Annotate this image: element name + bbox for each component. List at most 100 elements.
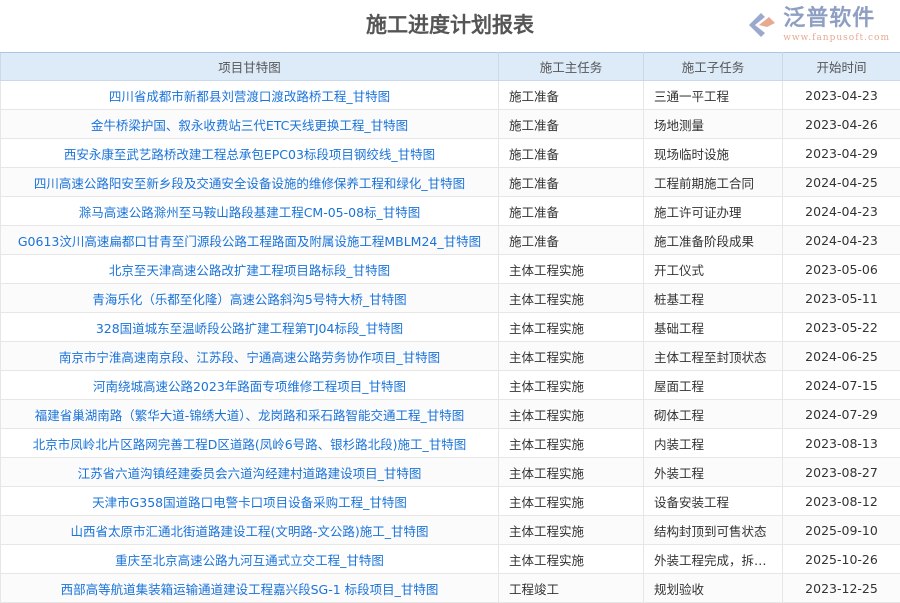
start-date: 2023-05-11: [783, 284, 900, 313]
sub-task: 基础工程: [644, 313, 783, 342]
main-task: 主体工程实施: [499, 545, 644, 574]
gantt-link[interactable]: 福建省巢湖南路（繁华大道-锦绣大道）、龙岗路和采石路智能交通工程_甘特图: [1, 400, 499, 429]
sub-task: 砌体工程: [644, 400, 783, 429]
main-task: 主体工程实施: [499, 371, 644, 400]
start-date: 2023-05-22: [783, 313, 900, 342]
main-task: 施工准备: [499, 110, 644, 139]
sub-task: 施工许可证办理: [644, 197, 783, 226]
start-date: 2023-12-25: [783, 574, 900, 603]
start-date: 2025-09-10: [783, 516, 900, 545]
start-date: 2023-05-06: [783, 255, 900, 284]
gantt-link[interactable]: G0613汶川高速扁都口甘青至门源段公路工程路面及附属设施工程MBLM24_甘特…: [1, 226, 499, 255]
start-date: 2023-04-23: [783, 81, 900, 110]
gantt-link[interactable]: 北京至天津高速公路改扩建工程项目路标段_甘特图: [1, 255, 499, 284]
table-row: 四川高速公路阳安至新乡段及交通安全设备设施的维修保养工程和绿化_甘特图施工准备工…: [1, 168, 900, 197]
main-task: 施工准备: [499, 139, 644, 168]
start-date: 2023-08-27: [783, 458, 900, 487]
main-task: 主体工程实施: [499, 516, 644, 545]
main-task: 施工准备: [499, 226, 644, 255]
gantt-link[interactable]: 河南绕城高速公路2023年路面专项维修工程项目_甘特图: [1, 371, 499, 400]
schedule-table: 项目甘特图 施工主任务 施工子任务 开始时间 四川省成都市新都县刘营渡口渡改路桥…: [0, 52, 900, 603]
start-date: 2023-04-29: [783, 139, 900, 168]
start-date: 2024-07-29: [783, 400, 900, 429]
gantt-link[interactable]: 重庆至北京高速公路九河互通式立交工程_甘特图: [1, 545, 499, 574]
sub-task: 现场临时设施: [644, 139, 783, 168]
table-row: 滁马高速公路滁州至马鞍山路段基建工程CM-05-08标_甘特图施工准备施工许可证…: [1, 197, 900, 226]
sub-task: 工程前期施工合同: [644, 168, 783, 197]
main-task: 施工准备: [499, 168, 644, 197]
table-header: 项目甘特图 施工主任务 施工子任务 开始时间: [1, 53, 900, 81]
column-header-start-date: 开始时间: [783, 53, 900, 81]
gantt-link[interactable]: 山西省太原市汇通北街道路建设工程(文明路-文公路)施工_甘特图: [1, 516, 499, 545]
sub-task: 场地测量: [644, 110, 783, 139]
start-date: 2024-04-25: [783, 168, 900, 197]
gantt-link[interactable]: 西安永康至武艺路桥改建工程总承包EPC03标段项目钢绞线_甘特图: [1, 139, 499, 168]
gantt-link[interactable]: 滁马高速公路滁州至马鞍山路段基建工程CM-05-08标_甘特图: [1, 197, 499, 226]
main-task: 主体工程实施: [499, 313, 644, 342]
start-date: 2024-07-15: [783, 371, 900, 400]
sub-task: 外装工程完成，拆…: [644, 545, 783, 574]
gantt-link[interactable]: 西部高等航道集装箱运输通道建设工程嘉兴段SG-1 标段项目_甘特图: [1, 574, 499, 603]
gantt-link[interactable]: 328国道城东至温峤段公路扩建工程第TJ04标段_甘特图: [1, 313, 499, 342]
main-task: 主体工程实施: [499, 429, 644, 458]
watermark-brand: 泛普软件: [783, 6, 890, 32]
sub-task: 屋面工程: [644, 371, 783, 400]
table-row: G0613汶川高速扁都口甘青至门源段公路工程路面及附属设施工程MBLM24_甘特…: [1, 226, 900, 255]
gantt-link[interactable]: 青海乐化（乐都至化隆）高速公路斜沟5号特大桥_甘特图: [1, 284, 499, 313]
start-date: 2024-04-23: [783, 197, 900, 226]
gantt-link[interactable]: 金牛桥梁护国、叙永收费站三代ETC天线更换工程_甘特图: [1, 110, 499, 139]
main-task: 工程竣工: [499, 574, 644, 603]
start-date: 2024-04-23: [783, 226, 900, 255]
table-row: 山西省太原市汇通北街道路建设工程(文明路-文公路)施工_甘特图主体工程实施结构封…: [1, 516, 900, 545]
sub-task: 规划验收: [644, 574, 783, 603]
sub-task: 主体工程至封顶状态: [644, 342, 783, 371]
main-task: 施工准备: [499, 197, 644, 226]
gantt-link[interactable]: 天津市G358国道路口电警卡口项目设备采购工程_甘特图: [1, 487, 499, 516]
table-row: 北京市凤岭北片区路网完善工程D区道路(凤岭6号路、银杉路北段)施工_甘特图主体工…: [1, 429, 900, 458]
column-header-main-task: 施工主任务: [499, 53, 644, 81]
sub-task: 桩基工程: [644, 284, 783, 313]
gantt-link[interactable]: 四川高速公路阳安至新乡段及交通安全设备设施的维修保养工程和绿化_甘特图: [1, 168, 499, 197]
sub-task: 内装工程: [644, 429, 783, 458]
table-row: 福建省巢湖南路（繁华大道-锦绣大道）、龙岗路和采石路智能交通工程_甘特图主体工程…: [1, 400, 900, 429]
main-task: 主体工程实施: [499, 400, 644, 429]
sub-task: 结构封顶到可售状态: [644, 516, 783, 545]
start-date: 2023-04-26: [783, 110, 900, 139]
sub-task: 施工准备阶段成果: [644, 226, 783, 255]
gantt-link[interactable]: 南京市宁淮高速南京段、江苏段、宁通高速公路劳务协作项目_甘特图: [1, 342, 499, 371]
table-row: 西安永康至武艺路桥改建工程总承包EPC03标段项目钢绞线_甘特图施工准备现场临时…: [1, 139, 900, 168]
start-date: 2023-08-12: [783, 487, 900, 516]
gantt-link[interactable]: 北京市凤岭北片区路网完善工程D区道路(凤岭6号路、银杉路北段)施工_甘特图: [1, 429, 499, 458]
table-row: 南京市宁淮高速南京段、江苏段、宁通高速公路劳务协作项目_甘特图主体工程实施主体工…: [1, 342, 900, 371]
sub-task: 设备安装工程: [644, 487, 783, 516]
main-task: 主体工程实施: [499, 342, 644, 371]
table-row: 重庆至北京高速公路九河互通式立交工程_甘特图主体工程实施外装工程完成，拆…202…: [1, 545, 900, 574]
brand-logo-icon: [745, 11, 779, 39]
watermark-url: www.fanpusoft.com: [783, 32, 890, 44]
column-header-sub-task: 施工子任务: [644, 53, 783, 81]
sub-task: 外装工程: [644, 458, 783, 487]
main-task: 主体工程实施: [499, 255, 644, 284]
gantt-link[interactable]: 江苏省六道沟镇经建委员会六道沟经建村道路建设项目_甘特图: [1, 458, 499, 487]
table-row: 西部高等航道集装箱运输通道建设工程嘉兴段SG-1 标段项目_甘特图工程竣工规划验…: [1, 574, 900, 603]
main-task: 主体工程实施: [499, 284, 644, 313]
sub-task: 三通一平工程: [644, 81, 783, 110]
watermark: 泛普软件 www.fanpusoft.com: [745, 6, 890, 44]
column-header-gantt: 项目甘特图: [1, 53, 499, 81]
main-task: 主体工程实施: [499, 487, 644, 516]
gantt-link[interactable]: 四川省成都市新都县刘营渡口渡改路桥工程_甘特图: [1, 81, 499, 110]
main-task: 施工准备: [499, 81, 644, 110]
start-date: 2024-06-25: [783, 342, 900, 371]
start-date: 2023-08-13: [783, 429, 900, 458]
start-date: 2025-10-26: [783, 545, 900, 574]
sub-task: 开工仪式: [644, 255, 783, 284]
main-task: 主体工程实施: [499, 458, 644, 487]
